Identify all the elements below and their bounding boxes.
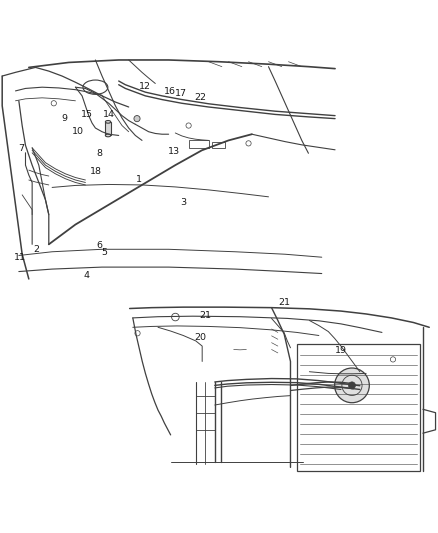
Circle shape [335, 368, 369, 403]
Ellipse shape [106, 134, 111, 137]
Bar [297, 344, 420, 471]
Text: 3: 3 [180, 198, 186, 207]
Text: 16: 16 [164, 87, 176, 96]
Text: 11: 11 [14, 253, 26, 262]
Circle shape [134, 116, 140, 122]
Text: 1: 1 [136, 175, 142, 184]
Text: 6: 6 [97, 241, 103, 250]
Text: 21: 21 [199, 311, 211, 320]
Text: 19: 19 [335, 346, 347, 355]
Ellipse shape [106, 120, 111, 123]
Text: 8: 8 [97, 149, 103, 158]
Text: 4: 4 [84, 271, 90, 280]
Text: 7: 7 [18, 144, 24, 153]
Text: 9: 9 [62, 114, 68, 123]
Bar [212, 142, 225, 148]
Text: 10: 10 [72, 127, 84, 136]
Text: 15: 15 [81, 110, 93, 118]
Circle shape [349, 382, 356, 389]
Text: 20: 20 [194, 333, 207, 342]
Text: 12: 12 [138, 83, 151, 92]
Text: 17: 17 [174, 89, 187, 98]
Text: 22: 22 [194, 93, 207, 102]
Text: 2: 2 [33, 245, 39, 254]
Text: 21: 21 [278, 298, 290, 307]
Text: 14: 14 [102, 110, 115, 118]
Text: 5: 5 [101, 248, 107, 257]
Bar [106, 122, 111, 135]
Bar [189, 140, 208, 148]
Text: 13: 13 [168, 147, 180, 156]
Text: 18: 18 [89, 166, 102, 175]
